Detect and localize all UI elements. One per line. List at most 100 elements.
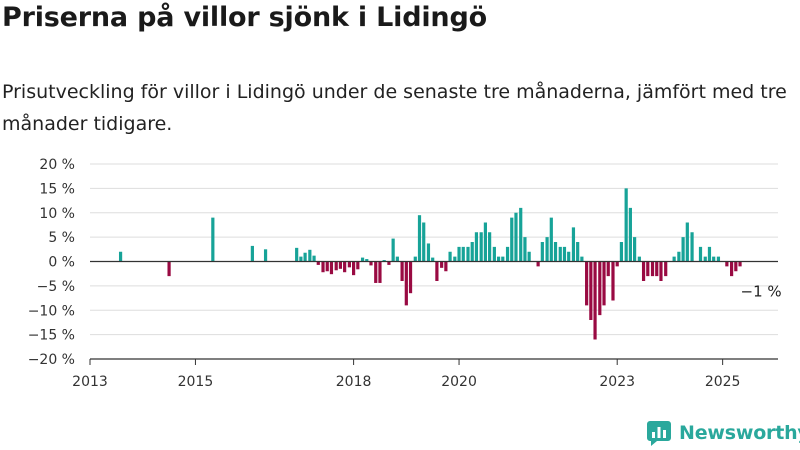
bar — [646, 261, 650, 277]
bar — [738, 261, 742, 267]
page-subtitle: Prisutveckling för villor i Lidingö unde… — [2, 81, 787, 135]
bar — [690, 232, 694, 262]
bar — [316, 261, 320, 265]
bar — [479, 232, 483, 262]
bar — [633, 237, 637, 262]
bar — [365, 259, 369, 262]
bar — [440, 261, 444, 268]
brand-name: Newsworthy — [679, 422, 800, 444]
bar — [444, 261, 448, 272]
bar — [606, 261, 610, 277]
bar — [558, 246, 562, 262]
bar — [567, 251, 571, 262]
bar — [725, 261, 729, 267]
last-value-annotation: −1 % — [741, 282, 782, 300]
bar — [527, 251, 531, 262]
bar — [360, 257, 365, 262]
y-axis-labels: 20 % 15 % 10 % 5 % 0 % −5 % −10 % −15 % −20 % — [28, 157, 75, 368]
bar — [553, 242, 558, 262]
bar — [343, 261, 347, 273]
bar — [598, 261, 602, 316]
bar — [404, 261, 408, 306]
x-tick-label: 2015 — [178, 374, 214, 390]
bar — [716, 256, 721, 262]
y-tick-label: 5 % — [48, 230, 75, 246]
bar — [312, 255, 316, 262]
bar — [329, 261, 334, 275]
bar — [523, 237, 527, 262]
bar — [378, 261, 382, 283]
grid-lines — [90, 163, 778, 336]
bar — [730, 261, 734, 277]
y-tick-label: 20 % — [39, 157, 75, 173]
bar — [628, 207, 632, 262]
bar — [589, 261, 593, 320]
bar — [382, 260, 386, 262]
bar — [250, 245, 254, 262]
x-tick-label: 2025 — [705, 374, 741, 390]
bar — [505, 246, 510, 262]
bar — [637, 256, 641, 262]
y-tick-label: −15 % — [28, 328, 75, 344]
bar — [488, 232, 492, 262]
bar — [211, 217, 215, 262]
bar — [703, 256, 707, 262]
bar — [453, 256, 457, 262]
bar — [615, 261, 619, 267]
bar — [483, 222, 488, 262]
bar — [395, 256, 399, 262]
bar — [685, 222, 689, 262]
bar — [431, 257, 435, 262]
brand-logo: Newsworthy — [645, 419, 800, 447]
bar — [391, 238, 395, 262]
bar — [562, 246, 567, 262]
bar — [536, 261, 540, 267]
bar — [387, 261, 391, 265]
bar — [263, 249, 268, 262]
bar — [681, 237, 685, 262]
bar — [707, 246, 712, 262]
bar — [650, 261, 655, 277]
bar — [585, 261, 589, 306]
bar — [602, 261, 606, 306]
bar — [734, 261, 738, 272]
bar — [496, 256, 501, 262]
x-tick-label: 2020 — [441, 374, 477, 390]
y-tick-label: 10 % — [39, 206, 75, 222]
bar — [655, 261, 659, 277]
bar — [659, 261, 663, 281]
bar — [576, 242, 580, 262]
bar — [338, 261, 343, 269]
bar — [356, 261, 360, 270]
bars — [118, 188, 742, 340]
bar — [352, 261, 356, 276]
bar — [624, 188, 628, 262]
bar — [299, 256, 303, 262]
bar — [408, 261, 413, 294]
bar — [492, 246, 496, 262]
bar — [466, 246, 470, 262]
bar — [426, 243, 431, 262]
bar — [519, 207, 523, 262]
bar — [334, 261, 338, 271]
bar — [571, 227, 576, 262]
y-tick-label: −10 % — [28, 303, 75, 319]
page-title: Priserna på villor sjönk i Lidingö — [2, 2, 487, 33]
bar — [303, 252, 307, 262]
x-tick-label: 2018 — [336, 374, 372, 390]
bar — [347, 261, 351, 268]
bar — [641, 261, 646, 281]
bar — [545, 237, 549, 262]
bar — [593, 261, 597, 340]
bar — [611, 261, 615, 301]
bar — [325, 261, 329, 272]
bar — [664, 261, 668, 277]
bar — [474, 232, 479, 262]
bar — [118, 251, 123, 262]
bar — [400, 261, 404, 281]
y-tick-label: 15 % — [39, 181, 75, 197]
x-tick-label: 2013 — [72, 374, 108, 390]
bar — [540, 242, 544, 262]
bar — [374, 261, 378, 283]
bar — [448, 251, 452, 262]
